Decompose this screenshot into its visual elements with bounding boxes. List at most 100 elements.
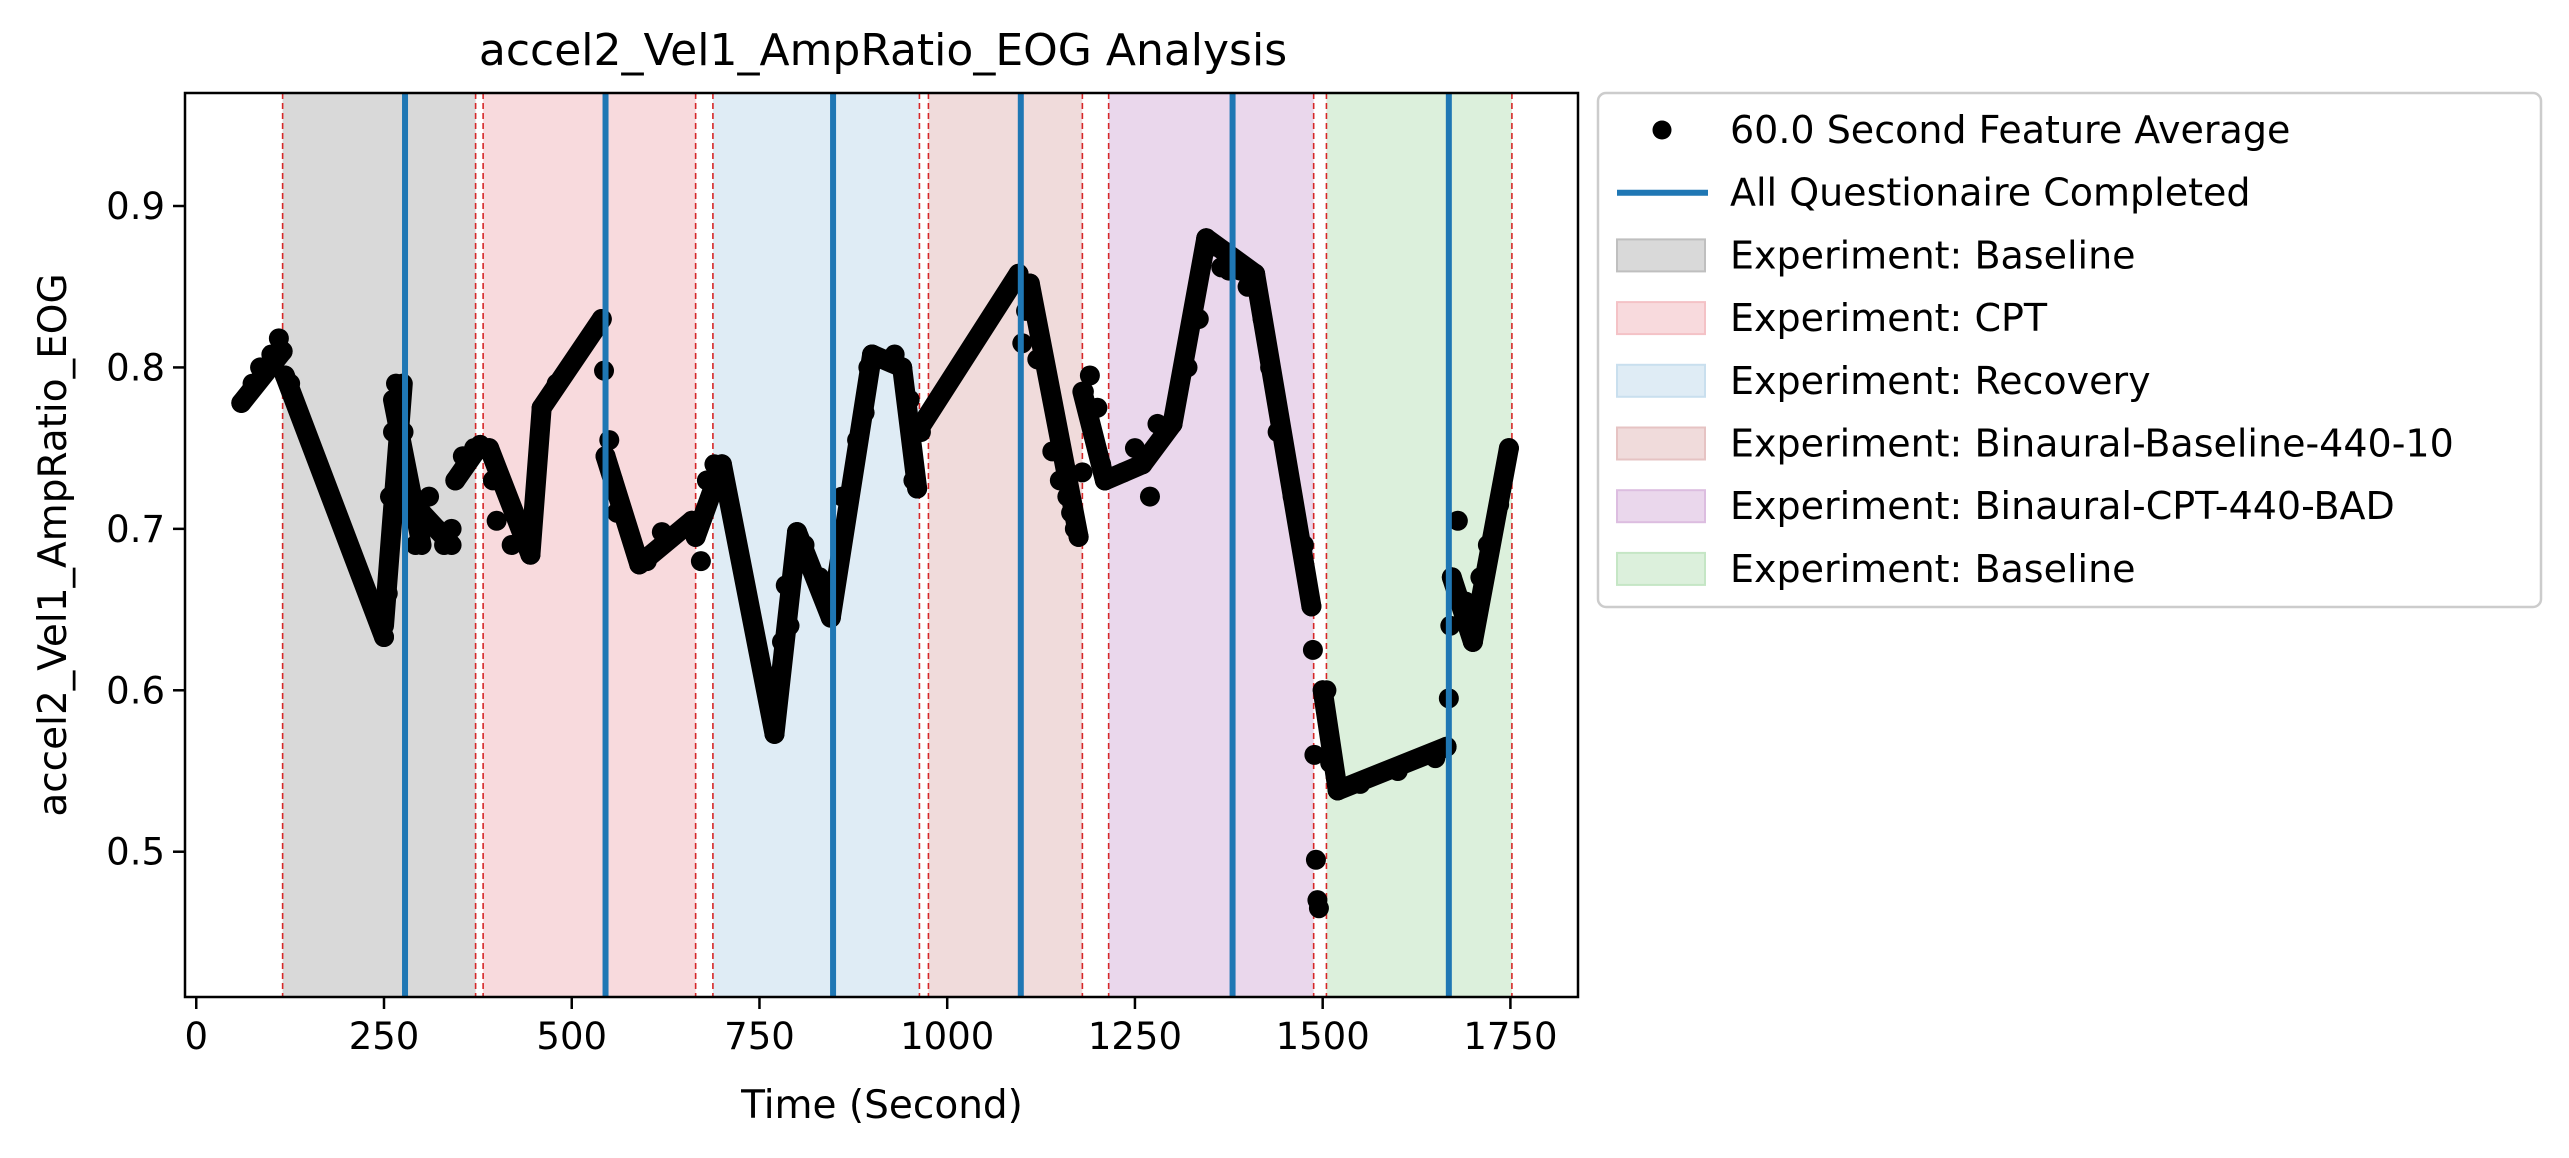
experiment-boundary-lines <box>281 93 1513 997</box>
data-point-53 <box>779 615 800 636</box>
legend-label-4: Experiment: Recovery <box>1730 359 2151 403</box>
x-tick-label-1: 250 <box>349 1015 420 1058</box>
data-point-82 <box>1073 381 1094 402</box>
data-point-41 <box>651 522 672 543</box>
legend-marker-0 <box>1652 120 1672 140</box>
data-point-77 <box>1057 486 1078 507</box>
legend-patch-3 <box>1616 301 1706 336</box>
plot-frame <box>183 91 1580 999</box>
legend-patch-2 <box>1616 238 1706 273</box>
data-point-90 <box>1139 486 1160 507</box>
data-point-33 <box>591 309 612 329</box>
data-point-74 <box>1027 349 1048 370</box>
data-trail-23 <box>1162 228 1217 434</box>
data-point-31 <box>531 397 552 418</box>
data-point-10 <box>380 486 401 507</box>
data-point-17 <box>411 502 432 523</box>
data-trail-1 <box>274 365 394 648</box>
data-point-44 <box>685 526 706 547</box>
data-point-128 <box>1477 535 1498 555</box>
data-point-12 <box>386 373 407 394</box>
data-point-93 <box>1177 357 1198 378</box>
region-3 <box>928 93 1083 997</box>
data-point-127 <box>1470 567 1491 588</box>
data-point-22 <box>445 470 466 491</box>
data-point-114 <box>1316 680 1337 701</box>
data-point-46 <box>696 470 717 491</box>
x-tick-label-6: 1500 <box>1276 1015 1370 1058</box>
x-tick-label-0: 0 <box>184 1015 208 1058</box>
y-tick-label-2: 0.7 <box>106 508 165 551</box>
data-point-8 <box>374 627 394 648</box>
data-point-75 <box>1042 441 1063 462</box>
data-point-117 <box>1350 773 1371 794</box>
data-point-45 <box>690 551 711 572</box>
chart-title: accel2_Vel1_AmpRatio_EOG Analysis <box>479 25 1287 76</box>
data-point-0 <box>231 392 252 413</box>
y-tick-label-4: 0.9 <box>106 185 165 228</box>
questionnaire-lines <box>402 93 1452 997</box>
y-axis-label: accel2_Vel1_AmpRatio_EOG <box>31 273 76 816</box>
data-series-layer <box>231 228 1519 919</box>
legend-label-1: All Questionaire Completed <box>1730 171 2251 215</box>
data-point-9 <box>377 583 398 604</box>
legend-label-5: Experiment: Binaural-Baseline-440-10 <box>1730 422 2454 466</box>
data-point-27 <box>482 470 503 491</box>
plot-area <box>183 91 1580 999</box>
data-point-56 <box>809 567 830 588</box>
data-point-107 <box>1301 596 1322 617</box>
data-point-64 <box>892 357 913 378</box>
data-point-19 <box>426 518 447 539</box>
legend-label-3: Experiment: CPT <box>1730 296 2048 340</box>
data-trail-18 <box>907 263 1029 442</box>
experiment-regions <box>282 93 1512 997</box>
data-point-84 <box>1087 397 1108 418</box>
data-point-80 <box>1068 526 1089 547</box>
legend-patch-4 <box>1616 363 1706 398</box>
x-axis-label: Time (Second) <box>740 1083 1023 1128</box>
data-point-101 <box>1245 263 1266 284</box>
data-point-16 <box>405 535 426 555</box>
data-point-130 <box>1498 438 1519 459</box>
data-point-124 <box>1447 510 1468 531</box>
data-point-81 <box>1072 462 1093 483</box>
data-point-55 <box>794 535 815 555</box>
data-point-123 <box>1441 567 1462 588</box>
data-point-20 <box>434 535 455 555</box>
data-point-108 <box>1302 639 1323 660</box>
y-axis: 0.5 0.6 0.7 0.8 0.9 <box>106 185 185 874</box>
data-point-30 <box>520 544 541 565</box>
data-point-109 <box>1304 744 1325 765</box>
data-point-26 <box>479 438 500 459</box>
data-point-28 <box>486 510 507 531</box>
legend: 60.0 Second Feature Average All Questiona… <box>1596 91 2543 609</box>
data-point-67 <box>907 478 928 499</box>
data-point-103 <box>1260 357 1281 378</box>
data-point-7 <box>280 373 301 394</box>
data-point-38 <box>606 502 627 523</box>
data-point-36 <box>599 430 620 451</box>
data-point-40 <box>636 551 657 572</box>
legend-patch-6 <box>1616 489 1706 524</box>
data-point-88 <box>1124 438 1145 459</box>
legend-label-2: Experiment: Baseline <box>1730 233 2136 277</box>
data-point-104 <box>1267 422 1288 442</box>
x-tick-label-5: 1250 <box>1088 1015 1182 1058</box>
x-tick-label-7: 1750 <box>1463 1015 1557 1058</box>
data-point-116 <box>1327 780 1348 801</box>
data-point-59 <box>847 430 868 451</box>
data-point-126 <box>1462 631 1483 652</box>
legend-patch-7 <box>1616 551 1706 586</box>
x-axis: 0 250 500 750 1000 1250 1500 1750 <box>184 997 1558 1058</box>
data-point-29 <box>501 535 522 555</box>
data-point-60 <box>854 402 875 423</box>
data-point-115 <box>1320 752 1341 773</box>
data-point-49 <box>764 723 785 744</box>
data-point-32 <box>546 373 567 394</box>
data-trail-12 <box>711 454 785 744</box>
data-point-78 <box>1061 502 1082 523</box>
x-tick-label-2: 500 <box>536 1015 607 1058</box>
data-point-125 <box>1455 591 1476 612</box>
data-point-48 <box>711 462 732 483</box>
data-point-62 <box>862 344 883 365</box>
